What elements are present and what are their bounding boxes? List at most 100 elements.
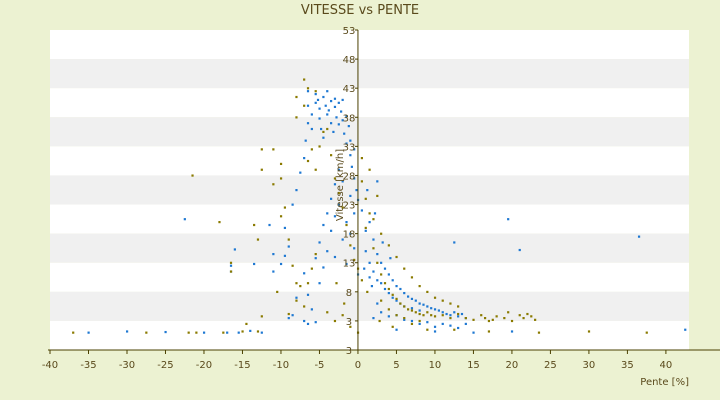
data-point (449, 302, 452, 305)
data-point (341, 314, 344, 317)
data-point (341, 119, 344, 122)
y-tick-label: 18 (343, 230, 356, 241)
data-point (260, 148, 263, 151)
data-point (464, 317, 467, 320)
chart-title: VITESSE vs PENTE (301, 3, 419, 18)
data-point (341, 206, 344, 209)
y-tick-label: 3 (346, 346, 352, 357)
data-point (349, 232, 352, 235)
data-point (372, 247, 375, 250)
data-point (487, 330, 491, 333)
data-point (322, 136, 325, 139)
x-tick-label: -5 (314, 360, 324, 371)
grid-band (50, 320, 689, 350)
data-point (314, 257, 317, 260)
data-point (218, 221, 221, 224)
data-point (437, 309, 440, 312)
x-axis-title: Pente [%] (640, 377, 689, 388)
x-axis-tick-labels: -40 -35 -30 -25 -20 -15 -10 -5 0 5 10 15 20 25 30 35 40 (42, 350, 672, 371)
data-point (391, 293, 394, 296)
data-point (460, 312, 464, 316)
data-point (368, 261, 371, 264)
data-point (383, 287, 387, 291)
data-point (472, 331, 475, 334)
data-point (335, 282, 338, 285)
grid-band (50, 59, 689, 89)
x-tick-label: 0 (355, 360, 361, 371)
data-point (314, 253, 317, 256)
y-tick-label: 8 (346, 288, 352, 299)
data-point (276, 290, 279, 294)
data-point (253, 262, 256, 266)
data-point (272, 253, 275, 256)
data-point (518, 314, 521, 317)
data-point (373, 212, 377, 215)
grid-band (50, 233, 689, 263)
x-tick-label: 30 (583, 360, 596, 371)
data-point (430, 314, 433, 317)
data-point (345, 142, 348, 145)
data-point (410, 319, 414, 323)
data-point (287, 317, 290, 320)
data-point (229, 264, 233, 267)
data-point (587, 330, 591, 333)
data-point (422, 314, 425, 317)
data-point (303, 78, 306, 81)
data-point (480, 314, 483, 317)
data-point (453, 311, 456, 314)
data-point (530, 315, 533, 318)
data-point (326, 311, 329, 314)
x-tick-label: -15 (234, 360, 250, 371)
data-point (345, 115, 348, 118)
data-point (306, 90, 310, 93)
data-point (403, 267, 406, 270)
data-point (380, 232, 383, 235)
x-tick-label: -35 (80, 360, 96, 371)
y-tick-label: 38 (343, 113, 356, 124)
grid-band (50, 146, 689, 176)
data-point (391, 279, 394, 282)
data-point (306, 159, 310, 163)
data-point (343, 302, 346, 305)
data-point (303, 305, 306, 308)
data-point (187, 331, 190, 334)
data-point (229, 261, 233, 264)
data-point (303, 157, 306, 160)
data-point (364, 250, 367, 253)
data-point (441, 299, 444, 302)
data-point (380, 299, 383, 302)
data-point (391, 325, 394, 328)
data-point (343, 132, 346, 135)
data-point (256, 330, 260, 333)
data-point (306, 104, 310, 107)
data-point (322, 95, 325, 99)
x-tick-label: 15 (467, 360, 480, 371)
data-point (314, 321, 317, 324)
data-point (295, 189, 298, 192)
data-point (333, 105, 337, 108)
data-point (349, 194, 352, 198)
data-point (441, 311, 444, 314)
data-point (387, 273, 390, 276)
data-point (353, 247, 356, 250)
data-point (483, 317, 487, 320)
data-point (330, 154, 333, 157)
data-point (260, 168, 263, 171)
data-point (287, 238, 290, 241)
data-point (310, 308, 313, 311)
data-point (268, 223, 271, 227)
data-point (314, 101, 317, 104)
data-point (387, 244, 390, 247)
data-point (414, 311, 417, 314)
data-point (229, 270, 233, 273)
data-point (387, 308, 390, 311)
x-tick-label: -20 (196, 360, 212, 371)
data-point (410, 309, 414, 312)
data-point (195, 331, 198, 334)
y-tick-label: 13 (343, 259, 356, 270)
data-point (378, 319, 381, 323)
x-tick-label: 5 (393, 360, 399, 371)
data-point (333, 97, 337, 100)
y-tick-label: 43 (343, 84, 356, 95)
data-point (330, 197, 333, 200)
